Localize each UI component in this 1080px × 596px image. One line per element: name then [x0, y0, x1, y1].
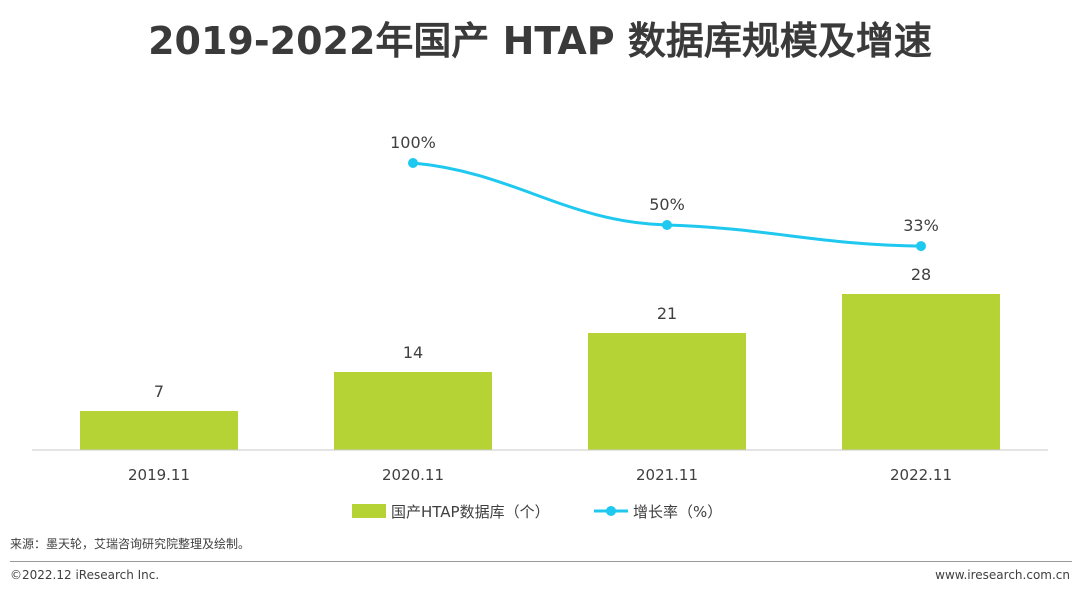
- bar-value-label: 21: [657, 304, 677, 323]
- bar-2022.11: [842, 294, 1000, 450]
- legend-line-label: 增长率（%）: [633, 503, 722, 521]
- bar-value-label: 28: [911, 265, 931, 284]
- website-link[interactable]: www.iresearch.com.cn: [935, 568, 1070, 582]
- chart-title: 2019-2022年国产 HTAP 数据库规模及增速: [148, 19, 932, 63]
- source-note: 来源：墨天轮，艾瑞咨询研究院整理及绘制。: [10, 537, 251, 551]
- legend-bar-swatch: [352, 504, 386, 518]
- growth-rate-point: [408, 158, 418, 168]
- bar-2019.11: [80, 411, 238, 450]
- ticks-layer: 2019.11 2020.11 2021.11 2022.11: [128, 466, 952, 484]
- growth-rate-point: [662, 220, 672, 230]
- legend: 国产HTAP数据库（个） 增长率（%）: [352, 503, 722, 521]
- bar-2021.11: [588, 333, 746, 450]
- footer-divider: [10, 561, 1072, 562]
- x-tick-label: 2019.11: [128, 466, 190, 484]
- bar-value-label: 14: [403, 343, 423, 362]
- growth-rate-point: [916, 241, 926, 252]
- legend-line-marker: [606, 506, 616, 516]
- bar-2020.11: [334, 372, 492, 450]
- growth-rate-label: 33%: [903, 216, 939, 235]
- labels-layer: 7 14 21 28 100% 50% 33%: [154, 133, 939, 401]
- bar-value-label: 7: [154, 382, 164, 401]
- x-tick-label: 2020.11: [382, 466, 444, 484]
- copyright-text: ©2022.12 iResearch Inc.: [10, 568, 160, 582]
- bars-layer: [80, 294, 1000, 450]
- x-tick-label: 2022.11: [890, 466, 952, 484]
- line-layer: [408, 158, 926, 252]
- growth-rate-label: 100%: [390, 133, 436, 152]
- legend-bar-label: 国产HTAP数据库（个）: [391, 503, 550, 521]
- growth-rate-label: 50%: [649, 195, 685, 214]
- x-tick-label: 2021.11: [636, 466, 698, 484]
